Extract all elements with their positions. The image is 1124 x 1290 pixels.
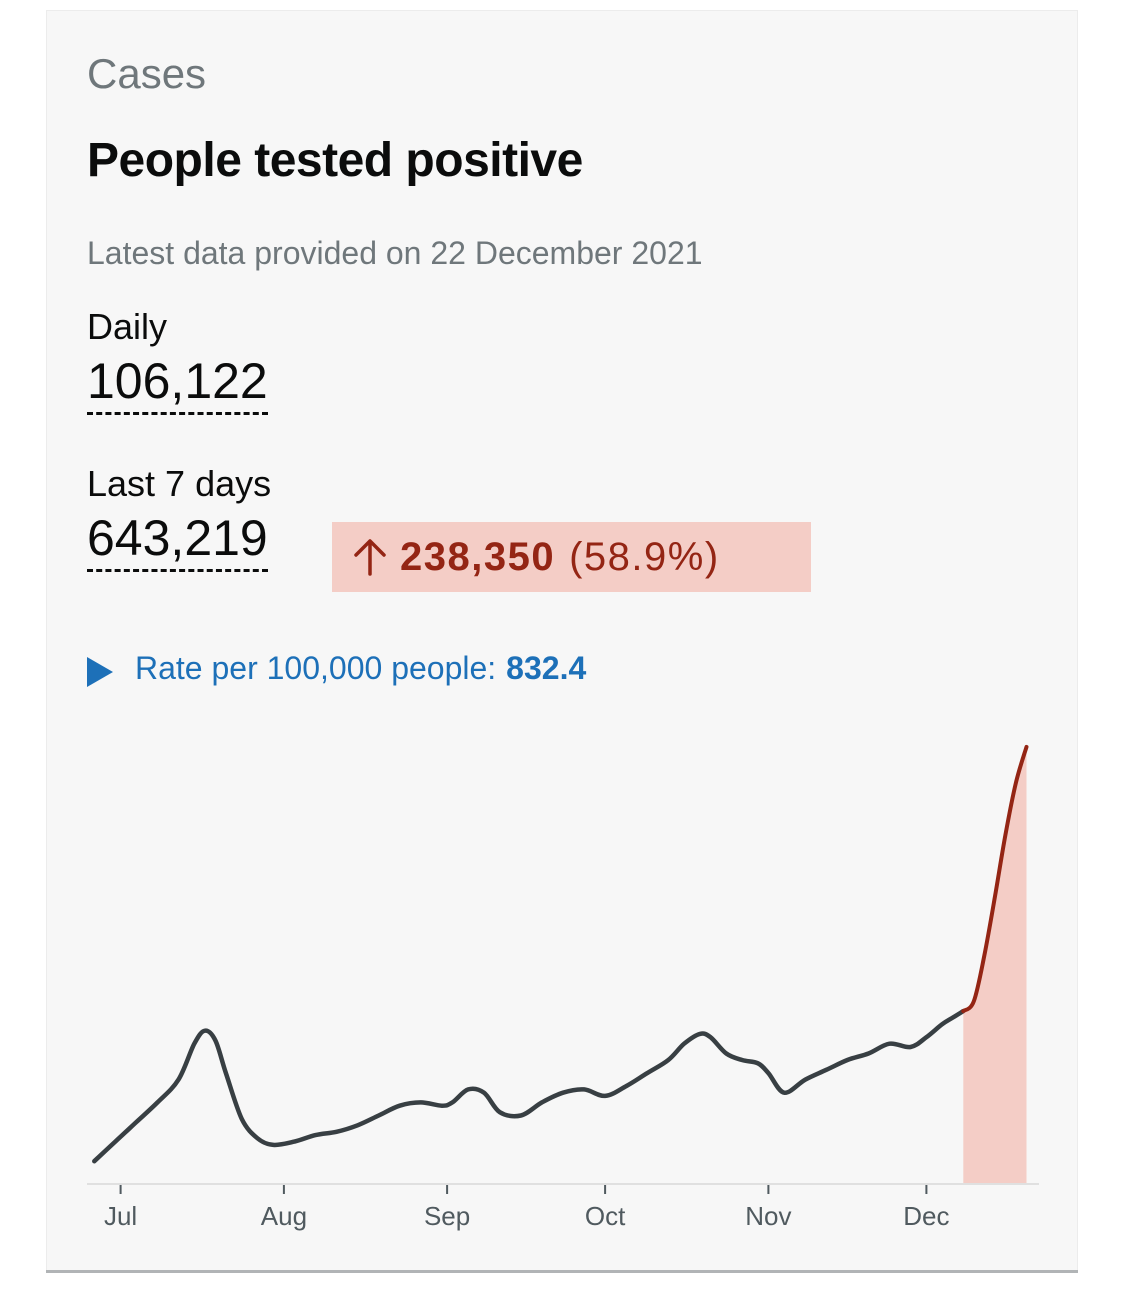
x-tick-label: Nov [745, 1201, 791, 1231]
cases-chart: Jul Aug Sep Oct Nov Dec [87, 744, 1039, 1231]
chart-x-axis: Jul Aug Sep Oct Nov Dec [87, 1183, 1039, 1231]
card-title: People tested positive [87, 134, 583, 187]
change-percent: (58.9%) [569, 535, 720, 579]
x-tick-label: Dec [903, 1201, 949, 1231]
change-badge: 238,350 (58.9%) [332, 522, 811, 592]
last-7-days-value[interactable]: 643,219 [87, 513, 268, 572]
cases-card: Cases People tested positive Latest data… [46, 10, 1078, 1272]
chart-highlight-area [963, 746, 1027, 1184]
recent-data-area [963, 746, 1027, 1184]
rate-disclosure[interactable]: Rate per 100,000 people: 832.4 [85, 647, 586, 689]
disclosure-triangle-icon [85, 655, 115, 689]
daily-label: Daily [87, 306, 168, 347]
x-tick-label: Jul [104, 1201, 137, 1231]
card-category: Cases [87, 50, 207, 97]
x-tick-label: Aug [261, 1201, 307, 1231]
daily-value[interactable]: 106,122 [87, 356, 268, 415]
card-bottom-rule [46, 1270, 1078, 1273]
rate-value: 832.4 [506, 650, 587, 686]
rate-label: Rate per 100,000 people: [135, 650, 497, 686]
x-tick-label: Oct [585, 1201, 626, 1231]
arrow-up-icon [350, 537, 390, 577]
series-line [92, 1008, 966, 1164]
last-7-days-label: Last 7 days [87, 463, 272, 504]
x-tick-label: Sep [424, 1201, 470, 1231]
chart-series [92, 744, 1029, 1164]
latest-update-text: Latest data provided on 22 December 2021 [87, 235, 703, 271]
series-line-recent [961, 744, 1029, 1014]
change-amount: 238,350 [400, 535, 556, 579]
